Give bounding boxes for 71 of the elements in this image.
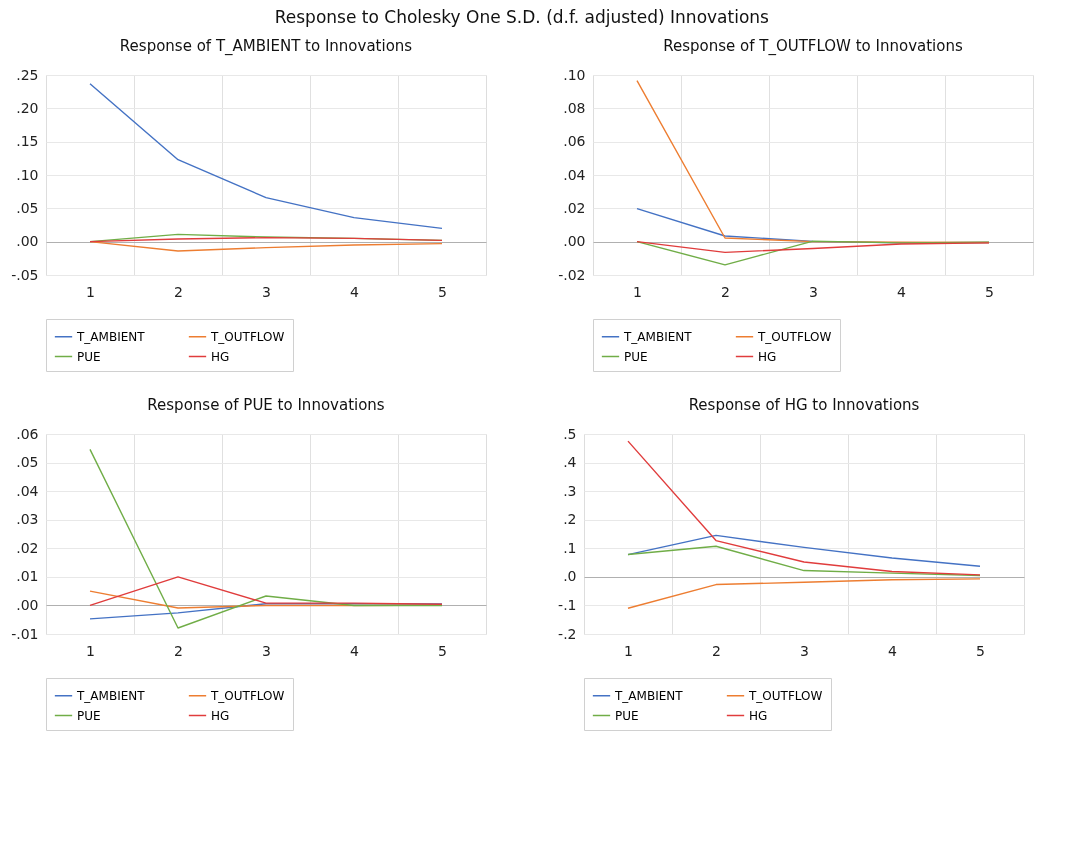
- y-tick-label: .00: [16, 233, 39, 250]
- y-tick-label: .08: [563, 99, 586, 116]
- y-tick-label: .05: [16, 454, 39, 471]
- y-tick-label: .00: [563, 233, 586, 250]
- y-tick-label: .4: [563, 454, 577, 471]
- y-tick-label: .04: [16, 482, 39, 499]
- x-tick-label: 5: [976, 642, 985, 659]
- y-tick-label: -.01: [11, 625, 39, 642]
- legend-label: T_OUTFLOW: [757, 329, 832, 344]
- x-tick-label: 3: [262, 283, 271, 300]
- x-tick-label: 4: [350, 642, 360, 659]
- y-tick-label: .06: [16, 425, 39, 442]
- legend-label: HG: [749, 708, 768, 723]
- legend-label: T_OUTFLOW: [210, 329, 285, 344]
- legend-label: T_AMBIENT: [614, 688, 684, 703]
- x-tick-label: 2: [174, 283, 183, 300]
- x-tick-label: 3: [800, 642, 809, 659]
- y-tick-label: -.05: [11, 266, 39, 283]
- y-tick-label: .02: [16, 539, 39, 556]
- x-tick-label: 3: [262, 642, 271, 659]
- chart-title: Response of PUE to Innovations: [147, 396, 385, 414]
- y-tick-label: .5: [563, 425, 577, 442]
- text: Response to Cholesky One S.D. (d.f. adjusted) Innovations: [274, 6, 770, 27]
- legend-label: PUE: [624, 349, 648, 364]
- legend-label: PUE: [615, 708, 639, 723]
- y-tick-label: .10: [563, 66, 586, 83]
- legend-label: HG: [758, 349, 777, 364]
- legend-label: T_AMBIENT: [76, 329, 146, 344]
- y-tick-label: .1: [563, 539, 577, 556]
- y-tick-label: -.02: [558, 266, 586, 283]
- x-tick-label: 5: [438, 283, 447, 300]
- y-tick-label: .0: [563, 568, 577, 585]
- chart-title: Response of T_OUTFLOW to Innovations: [663, 37, 963, 56]
- legend-label: HG: [211, 708, 230, 723]
- x-tick-label: 1: [624, 642, 633, 659]
- legend-label: PUE: [77, 708, 101, 723]
- legend-label: HG: [211, 349, 230, 364]
- y-tick-label: -.1: [558, 596, 577, 613]
- x-tick-label: 1: [633, 283, 642, 300]
- y-tick-label: .20: [16, 99, 39, 116]
- y-tick-label: .01: [16, 568, 39, 585]
- y-tick-label: .10: [16, 166, 39, 183]
- x-tick-label: 2: [174, 642, 183, 659]
- y-tick-label: .15: [16, 133, 39, 150]
- x-tick-label: 1: [86, 642, 95, 659]
- legend-label: T_AMBIENT: [623, 329, 693, 344]
- y-tick-label: .03: [16, 511, 39, 528]
- x-tick-label: 4: [350, 283, 360, 300]
- chart-title: Response of T_AMBIENT to Innovations: [119, 37, 413, 56]
- legend-label: T_AMBIENT: [76, 688, 146, 703]
- x-tick-label: 1: [86, 283, 95, 300]
- chart-title: Response of HG to Innovations: [688, 396, 920, 414]
- legend-label: T_OUTFLOW: [210, 688, 285, 703]
- y-tick-label: .3: [563, 482, 577, 499]
- x-tick-label: 5: [438, 642, 447, 659]
- y-tick-label: -.2: [558, 625, 577, 642]
- x-tick-label: 3: [809, 283, 818, 300]
- y-tick-label: .02: [563, 199, 586, 216]
- y-tick-label: .25: [16, 66, 39, 83]
- y-tick-label: .00: [16, 596, 39, 613]
- y-tick-label: .04: [563, 166, 586, 183]
- x-tick-label: 4: [888, 642, 898, 659]
- y-tick-label: .2: [563, 511, 577, 528]
- x-tick-label: 4: [897, 283, 907, 300]
- y-tick-label: .06: [563, 133, 586, 150]
- x-tick-label: 2: [712, 642, 721, 659]
- y-tick-label: .05: [16, 199, 39, 216]
- x-tick-label: 5: [985, 283, 994, 300]
- x-tick-label: 2: [721, 283, 730, 300]
- legend-label: PUE: [77, 349, 101, 364]
- legend-label: T_OUTFLOW: [748, 688, 823, 703]
